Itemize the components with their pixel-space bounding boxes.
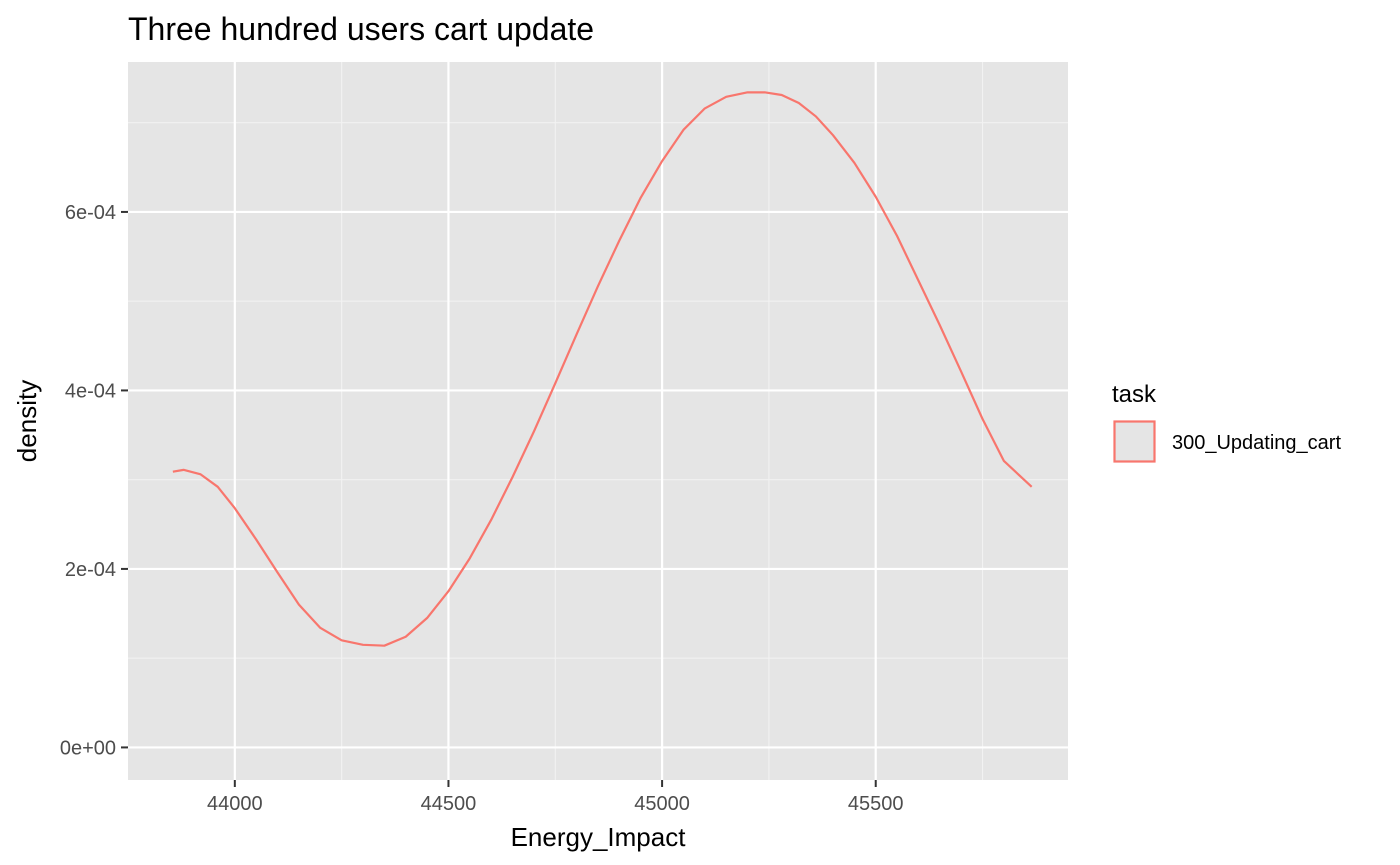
legend-key — [1113, 420, 1156, 463]
x-tick-label: 44000 — [207, 793, 263, 815]
chart-title: Three hundred users cart update — [128, 11, 594, 47]
x-tick-label: 45500 — [848, 793, 904, 815]
plot-panel — [128, 62, 1068, 780]
x-axis-title: Energy_Impact — [511, 822, 687, 852]
x-axis: 44000 44500 45000 45500 — [207, 780, 904, 815]
legend-label: 300_Updating_cart — [1172, 432, 1341, 454]
y-tick-label: 0e+00 — [60, 737, 116, 759]
grid-major — [128, 62, 1068, 780]
grid-minor — [128, 62, 1068, 780]
y-axis: 0e+00 2e-04 4e-04 6e-04 — [60, 202, 128, 759]
legend: task 300_Updating_cart — [1112, 381, 1341, 463]
y-tick-label: 6e-04 — [65, 202, 116, 224]
legend-title: task — [1112, 381, 1157, 408]
series-line-0 — [172, 91, 1033, 647]
y-tick-label: 4e-04 — [65, 380, 116, 402]
y-axis-title: density — [12, 380, 42, 462]
y-tick-label: 2e-04 — [65, 559, 116, 581]
legend-entries: 300_Updating_cart — [1113, 420, 1341, 463]
x-tick-label: 45000 — [634, 793, 690, 815]
legend-key-background — [1113, 420, 1156, 463]
x-tick-label: 44500 — [421, 793, 477, 815]
series-layer — [172, 91, 1033, 647]
